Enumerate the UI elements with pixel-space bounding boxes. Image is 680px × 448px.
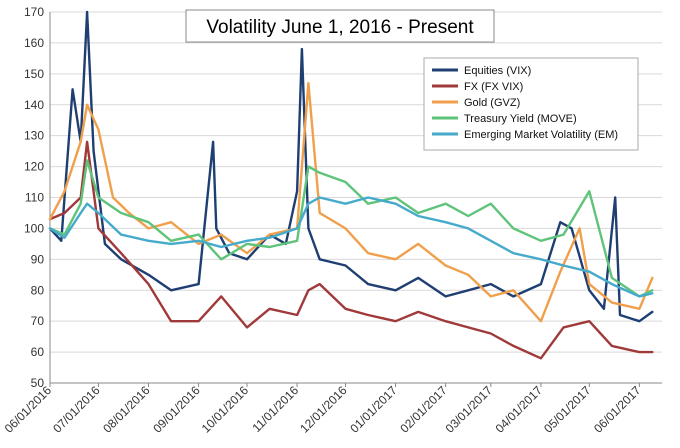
y-tick-label: 110 — [25, 191, 44, 205]
y-tick-label: 160 — [24, 36, 44, 50]
legend-entry: Treasury Yield (MOVE) — [464, 113, 577, 125]
y-tick-label: 50 — [31, 376, 45, 390]
legend-entry: Gold (GVZ) — [464, 97, 520, 109]
y-tick-labels: 50 60 70 80 90 100 110 120 130 140 150 160 170 — [24, 5, 44, 390]
y-tick-label: 130 — [24, 129, 44, 143]
y-tick-label: 60 — [31, 345, 45, 359]
series-line-3 — [48, 81, 654, 323]
y-tick-label: 140 — [24, 98, 44, 112]
legend-entry: FX (FX VIX) — [464, 81, 523, 93]
y-tick-label: 70 — [31, 314, 45, 328]
legend-entry: Equities (VIX) — [464, 65, 531, 77]
y-tick-label: 120 — [24, 160, 44, 174]
y-tick-label: 90 — [31, 252, 45, 266]
legend: Equities (VIX) FX (FX VIX) Gold (GVZ) Treas… — [423, 57, 639, 151]
axes — [49, 12, 662, 387]
y-tick-label: 150 — [24, 67, 44, 81]
y-tick-label: 80 — [31, 283, 45, 297]
series-line-4 — [48, 159, 654, 298]
y-tick-label: 100 — [24, 221, 44, 235]
series-line-2 — [48, 140, 654, 360]
series-lines — [48, 10, 654, 360]
chart-title: Volatility June 1, 2016 - Present — [206, 17, 474, 38]
chart-title-box: Volatility June 1, 2016 - Present — [185, 9, 495, 43]
legend-entry: Emerging Market Volatility (EM) — [464, 129, 618, 141]
legend-box — [423, 57, 639, 151]
series-line-5 — [48, 196, 654, 298]
y-tick-label: 170 — [24, 5, 44, 19]
